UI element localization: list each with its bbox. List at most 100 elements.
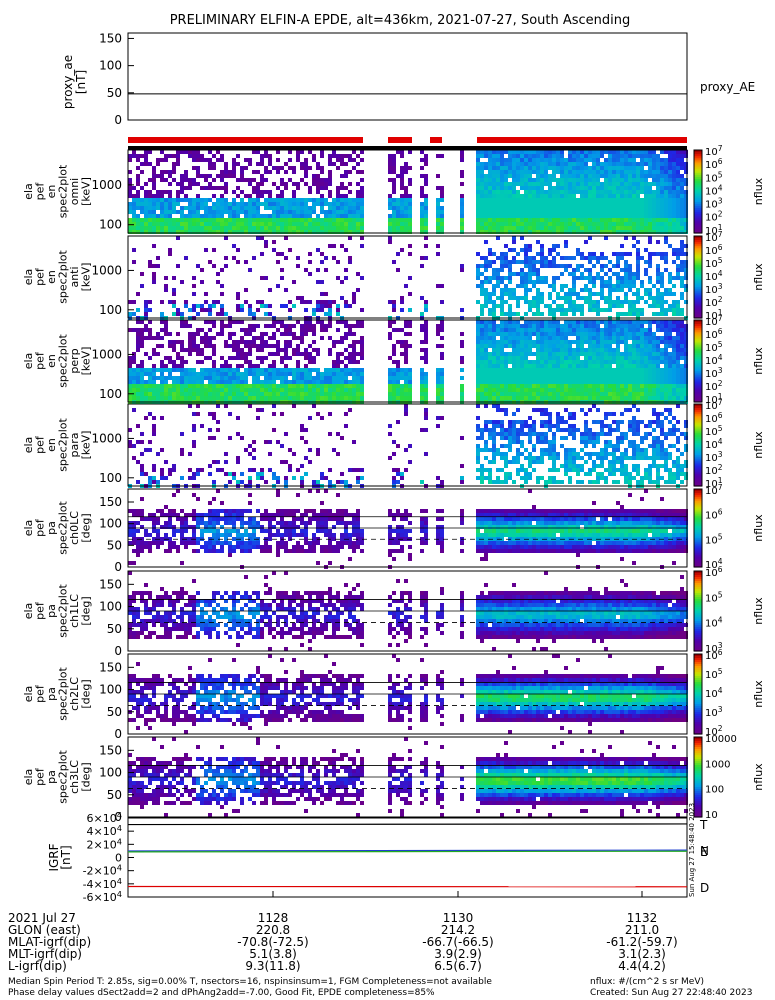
heatmap-cell [164,364,168,368]
heatmap-cell [484,340,488,344]
heatmap-cell [540,162,544,166]
heatmap-cell [248,158,252,162]
heatmap-cell [536,364,540,368]
heatmap-cell [588,182,592,186]
heatmap-cell [608,304,612,308]
heatmap-cell [284,170,288,174]
heatmap-cell [320,186,324,190]
heatmap-cell [540,170,544,174]
heatmap-cell [276,372,280,376]
heatmap-cell [176,230,180,234]
heatmap-cell [420,324,424,328]
heatmap-cell [512,162,516,166]
heatmap-cell [540,356,544,360]
heatmap-cell [596,380,600,384]
heatmap-cell [192,284,196,288]
heatmap-cell [296,384,300,388]
heatmap-cell [632,360,636,364]
heatmap-cell [520,210,524,214]
heatmap-cell [224,170,228,174]
heatmap-cell [392,388,396,392]
heatmap-cell [396,214,400,218]
heatmap-cell [560,218,564,222]
heatmap-cell [580,202,584,206]
heatmap-cell [544,348,548,352]
heatmap-cell [212,344,216,348]
heatmap-cell [644,352,648,356]
heatmap-cell [596,162,600,166]
heatmap-cell [408,276,412,280]
heatmap-cell [488,340,492,344]
heatmap-cell [188,182,192,186]
heatmap-cell [396,368,400,372]
heatmap-cell [152,170,156,174]
heatmap-cell [648,210,652,214]
heatmap-cell [572,174,576,178]
heatmap-cell [144,396,148,400]
heatmap-cell [600,388,604,392]
heatmap-cell [584,158,588,162]
heatmap-cell [320,252,324,256]
heatmap-cell [548,264,552,268]
heatmap-cell [220,218,224,222]
heatmap-cell [188,308,192,312]
heatmap-cell [620,154,624,158]
heatmap-cell [132,376,136,380]
heatmap-cell [244,380,248,384]
heatmap-cell [592,388,596,392]
heatmap-cell [184,170,188,174]
heatmap-cell [628,162,632,166]
heatmap-cell [132,328,136,332]
heatmap-cell [212,364,216,368]
heatmap-cell [612,150,616,154]
heatmap-cell [232,174,236,178]
heatmap-cell [508,320,512,324]
heatmap-cell [644,202,648,206]
heatmap-cell [252,186,256,190]
heatmap-cell [576,304,580,308]
heatmap-cell [600,214,604,218]
heatmap-cell [556,344,560,348]
heatmap-cell [396,174,400,178]
heatmap-cell [312,210,316,214]
heatmap-cell [396,396,400,400]
heatmap-cell [328,190,332,194]
heatmap-cell [336,186,340,190]
heatmap-cell [524,210,528,214]
heatmap-cell [484,360,488,364]
heatmap-cell [388,236,392,240]
heatmap-cell [624,344,628,348]
heatmap-cell [632,336,636,340]
heatmap-cell [600,218,604,222]
heatmap-cell [160,396,164,400]
heatmap-cell [340,174,344,178]
colorbar-cell [694,279,702,282]
heatmap-cell [424,198,428,202]
heatmap-cell [668,230,672,234]
heatmap-cell [208,388,212,392]
heatmap-cell [560,190,564,194]
heatmap-cell [588,190,592,194]
heatmap-cell [612,194,616,198]
heatmap-cell [528,210,532,214]
heatmap-cell [396,364,400,368]
heatmap-cell [656,210,660,214]
heatmap-cell [656,324,660,328]
heatmap-cell [544,376,548,380]
heatmap-cell [648,368,652,372]
heatmap-cell [164,284,168,288]
heatmap-cell [480,348,484,352]
heatmap-cell [624,372,628,376]
heatmap-cell [516,222,520,226]
heatmap-cell [608,190,612,194]
heatmap-cell [572,272,576,276]
heatmap-cell [420,392,424,396]
heatmap-cell [644,194,648,198]
heatmap-cell [584,372,588,376]
heatmap-cell [240,174,244,178]
colorbar-cell [694,216,702,220]
heatmap-cell [524,260,528,264]
heatmap-cell [476,396,480,400]
heatmap-cell [516,198,520,202]
heatmap-cell [224,368,228,372]
